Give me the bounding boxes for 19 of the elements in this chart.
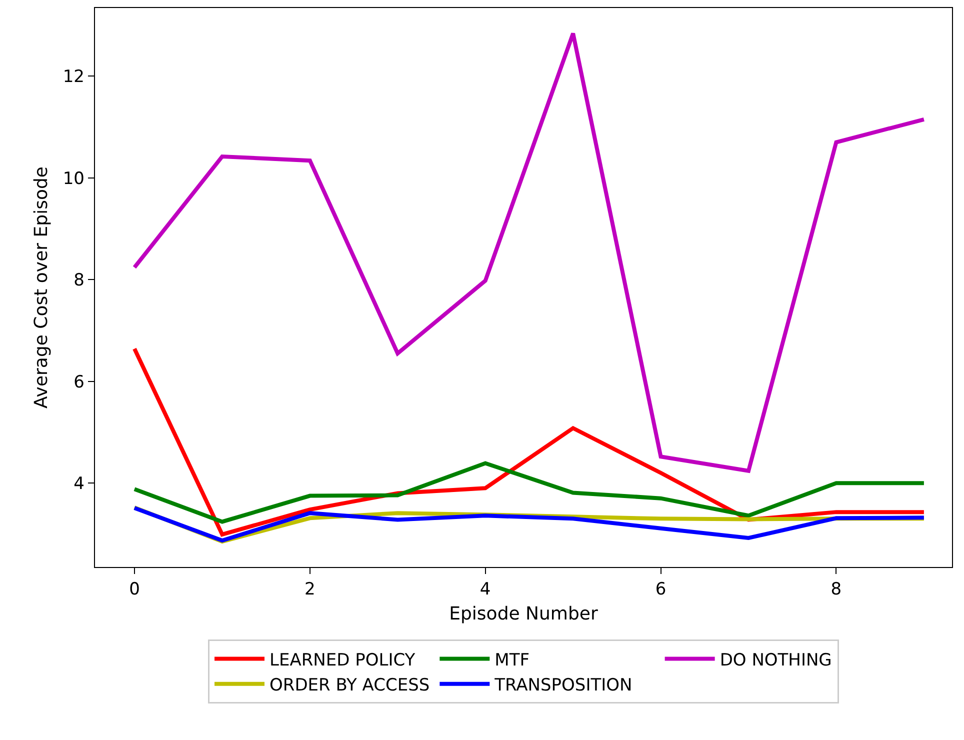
x-axis-title: Episode Number [449, 604, 598, 625]
legend-label: ORDER BY ACCESS [270, 675, 430, 696]
legend-label: MTF [494, 650, 530, 670]
y-tick-label: 12 [62, 67, 84, 88]
line-series [132, 461, 926, 524]
x-tick-label: 6 [655, 580, 666, 600]
legend-label: TRANSPOSITION [494, 675, 632, 696]
line-series [132, 31, 926, 473]
y-tick-label: 8 [74, 270, 84, 291]
y-axis-title: Average Cost over Episode [31, 166, 52, 408]
x-tick-label: 2 [304, 580, 316, 600]
legend-label: LEARNED POLICY [270, 650, 416, 670]
x-tick-label: 8 [830, 580, 842, 600]
y-tick-label: 10 [62, 168, 84, 189]
y-tick-label: 6 [74, 372, 84, 392]
x-tick-label: 4 [480, 580, 491, 600]
legend-label: DO NOTHING [720, 650, 832, 670]
x-tick-label: 0 [129, 580, 140, 600]
y-tick-label: 4 [74, 474, 84, 494]
